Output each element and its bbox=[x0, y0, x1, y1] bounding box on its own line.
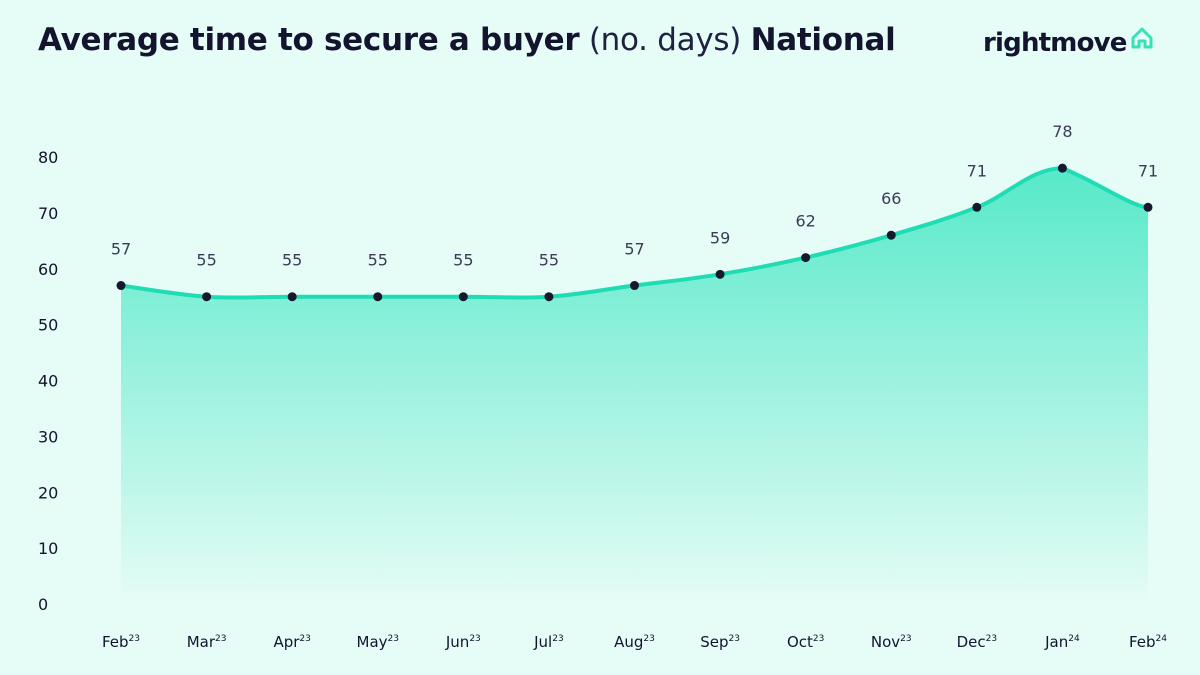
data-label: 71 bbox=[967, 161, 987, 180]
data-label: 71 bbox=[1138, 161, 1158, 180]
data-point bbox=[1057, 163, 1067, 173]
data-point bbox=[373, 292, 383, 302]
data-label: 78 bbox=[1052, 122, 1072, 141]
y-tick-label: 20 bbox=[38, 483, 58, 502]
data-label: 59 bbox=[710, 228, 730, 247]
x-tick-label: Jul23 bbox=[533, 633, 564, 651]
data-label: 66 bbox=[881, 189, 901, 208]
data-point bbox=[972, 202, 982, 212]
x-tick-label: Jan24 bbox=[1044, 633, 1080, 651]
data-point bbox=[1143, 202, 1153, 212]
data-point bbox=[458, 292, 468, 302]
title-region: National bbox=[750, 22, 896, 58]
data-label: 55 bbox=[196, 251, 216, 270]
data-point bbox=[287, 292, 297, 302]
rightmove-logo: rightmove bbox=[983, 26, 1155, 60]
data-label: 55 bbox=[368, 251, 388, 270]
logo-text: rightmove bbox=[983, 28, 1127, 58]
house-icon bbox=[1129, 26, 1155, 54]
y-tick-label: 40 bbox=[38, 372, 58, 391]
data-point bbox=[630, 281, 639, 291]
y-tick-label: 30 bbox=[38, 427, 58, 446]
data-label: 57 bbox=[111, 240, 131, 259]
y-tick-label: 70 bbox=[38, 204, 58, 223]
title-main: Average time to secure a buyer bbox=[38, 22, 580, 58]
x-tick-label: Oct23 bbox=[787, 633, 824, 651]
x-tick-label: Apr23 bbox=[273, 633, 310, 651]
data-labels: 57 55 55 55 55 55 57 59 62 66 71 78 71 bbox=[111, 122, 1158, 270]
data-label: 55 bbox=[539, 251, 559, 270]
data-point bbox=[202, 292, 212, 302]
data-point bbox=[801, 253, 811, 263]
y-tick-label: 0 bbox=[38, 595, 48, 614]
y-tick-label: 50 bbox=[38, 316, 58, 335]
data-point bbox=[886, 230, 896, 240]
data-markers bbox=[116, 163, 1153, 302]
x-tick-label: Aug23 bbox=[614, 633, 655, 651]
data-label: 55 bbox=[453, 251, 473, 270]
data-label: 57 bbox=[624, 240, 644, 259]
y-tick-label: 60 bbox=[38, 260, 58, 279]
x-tick-label: Mar23 bbox=[187, 633, 227, 651]
x-tick-label: Feb24 bbox=[1129, 633, 1167, 651]
x-tick-label: May23 bbox=[357, 633, 399, 651]
x-tick-label: Sep23 bbox=[700, 633, 740, 651]
y-axis: 0 10 20 30 40 50 60 70 80 bbox=[38, 148, 58, 614]
x-tick-label: Dec23 bbox=[957, 633, 997, 651]
chart-title: Average time to secure a buyer (no. days… bbox=[38, 22, 896, 58]
x-axis: Feb23 Mar23 Apr23 May23 Jun23 Jul23 Aug23 Sep23… bbox=[102, 633, 1167, 651]
data-point bbox=[544, 292, 554, 302]
series-area bbox=[121, 168, 1148, 604]
x-tick-label: Feb23 bbox=[102, 633, 140, 651]
y-tick-label: 10 bbox=[38, 539, 58, 558]
x-tick-label: Nov23 bbox=[871, 633, 912, 651]
data-point bbox=[715, 269, 725, 279]
data-point bbox=[116, 281, 126, 291]
y-tick-label: 80 bbox=[38, 148, 58, 167]
title-unit: (no. days) bbox=[588, 22, 742, 58]
data-label: 55 bbox=[282, 251, 302, 270]
x-tick-label: Jun23 bbox=[445, 633, 481, 651]
data-label: 62 bbox=[795, 212, 815, 231]
